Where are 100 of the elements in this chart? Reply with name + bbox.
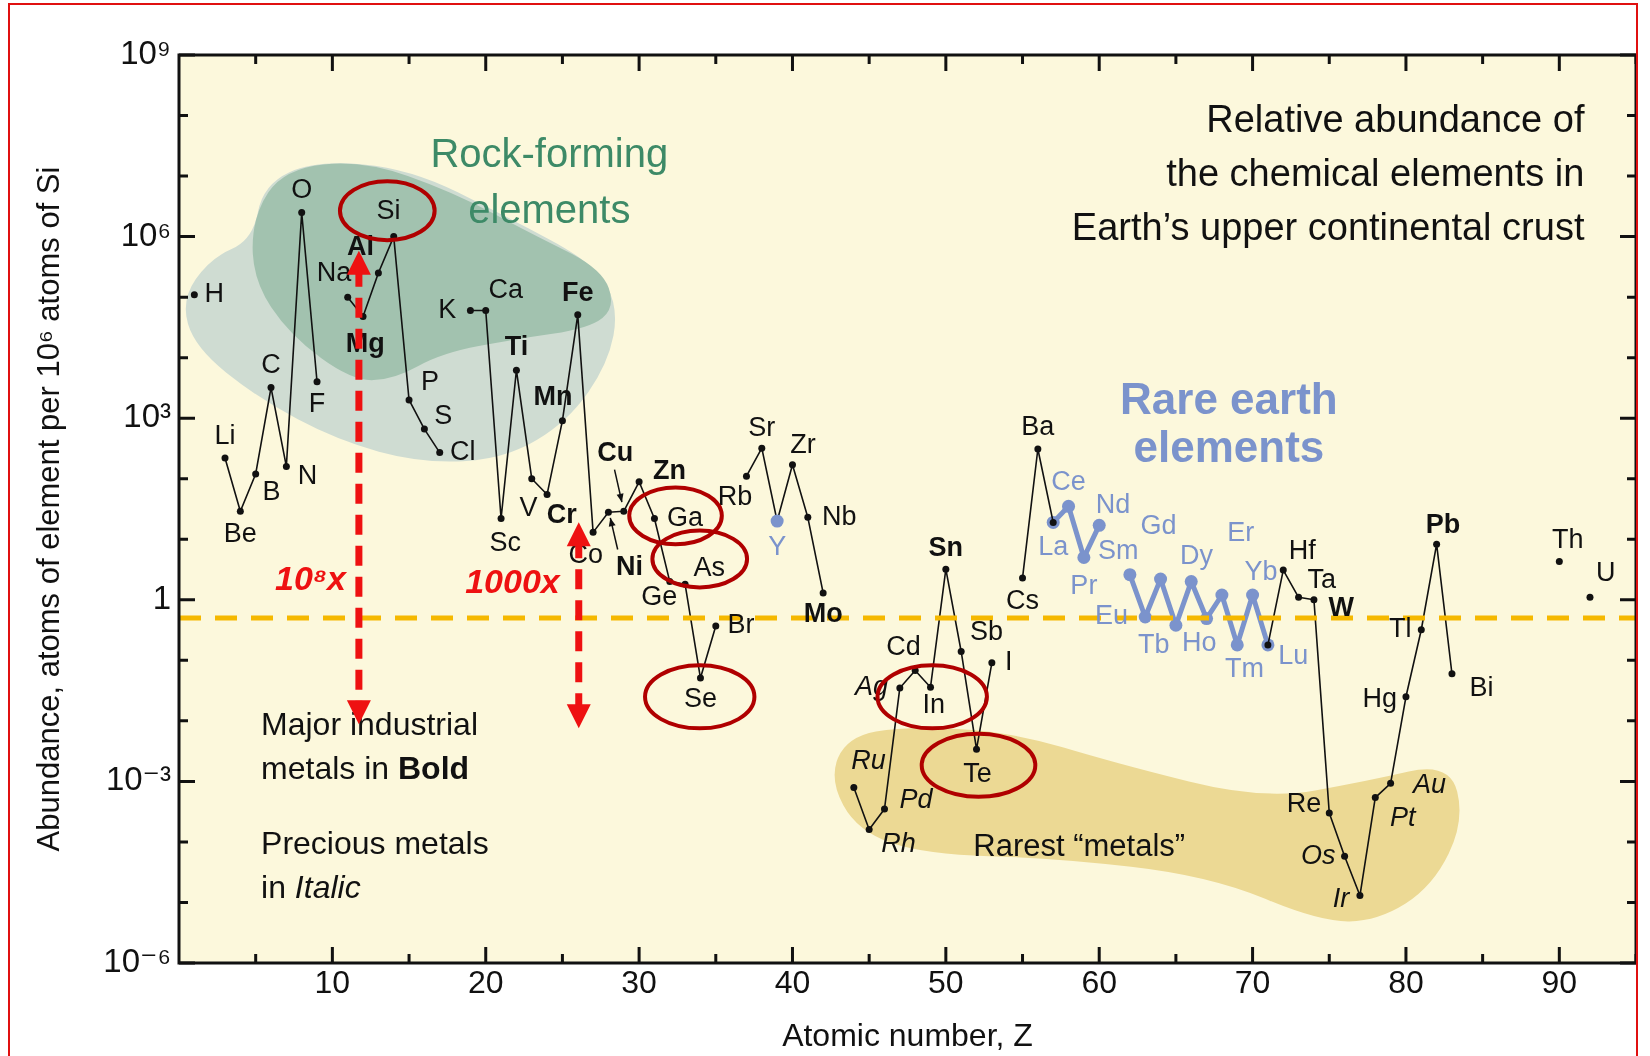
- annotation: Eu: [1095, 600, 1129, 631]
- annotation: Os: [1301, 839, 1336, 870]
- annotation: Dy: [1179, 539, 1214, 570]
- annotation: Na: [316, 257, 353, 288]
- annotation: Sr: [748, 411, 776, 442]
- point: [1184, 575, 1198, 589]
- annotation: Sn: [928, 531, 964, 562]
- point: [1215, 588, 1229, 602]
- annotation: Pb: [1425, 508, 1461, 539]
- point: [1246, 588, 1260, 602]
- annotation: Te: [963, 757, 992, 788]
- x-tick-label: 30: [621, 964, 657, 1001]
- annotation: Ni: [615, 551, 643, 582]
- annotation: F: [308, 388, 326, 419]
- x-axis-title: Atomic number, Z: [782, 1016, 1033, 1053]
- point: [1062, 499, 1076, 513]
- annotation: Sm: [1098, 534, 1139, 565]
- y-tick-label: 10⁻⁶: [103, 942, 171, 980]
- x-tick-label: 40: [774, 964, 811, 1001]
- x-tick-label: 80: [1388, 964, 1424, 1001]
- point: [1138, 610, 1152, 624]
- y-tick-label: 10⁻³: [105, 760, 171, 798]
- y-tick-label: 10⁹: [120, 34, 171, 72]
- annotation: Br: [727, 609, 755, 640]
- annotation: Cu: [597, 436, 634, 467]
- y-tick-label: 10⁶: [120, 215, 171, 253]
- annotation: Rb: [717, 480, 753, 511]
- annotation: Pd: [899, 784, 934, 815]
- annotation: Ir: [1332, 883, 1351, 914]
- annotation: Sb: [969, 616, 1003, 647]
- annotation: Rare earth elements: [1120, 374, 1338, 472]
- annotation: O: [291, 173, 313, 204]
- annotation: U: [1596, 556, 1616, 587]
- annotation: Tm: [1225, 652, 1265, 683]
- annotation: Bi: [1469, 671, 1494, 702]
- point: [1169, 618, 1183, 632]
- annotation: Ti: [504, 330, 529, 361]
- annotation: Li: [214, 420, 236, 451]
- y-tick-label: 10³: [123, 397, 171, 435]
- annotation: Rarest “metals”: [973, 827, 1186, 863]
- x-tick-label: 10: [314, 964, 351, 1001]
- annotation: N: [297, 460, 318, 491]
- annotation: S: [434, 399, 453, 430]
- annotation: V: [519, 491, 538, 522]
- text: Relative abundance of the chemical elements in Earth’s upper continental crust: [1071, 97, 1585, 248]
- x-tick-label: 50: [928, 964, 964, 1001]
- annotation: Ru: [851, 744, 886, 775]
- annotation: Ge: [641, 580, 678, 611]
- annotation: Se: [683, 682, 717, 713]
- annotation: Cl: [450, 436, 476, 467]
- annotation: Ta: [1307, 563, 1337, 594]
- annotation: Cd: [886, 630, 921, 661]
- annotation: Pr: [1070, 570, 1098, 601]
- annotation: Tb: [1138, 628, 1170, 659]
- y-axis-title: Abundance, atoms of element per 10⁶ atoms of Si: [31, 166, 67, 852]
- annotation: Ba: [1021, 411, 1056, 442]
- annotation: Hg: [1362, 683, 1397, 714]
- annotation: Lu: [1278, 639, 1309, 670]
- annotation: Fe: [562, 277, 594, 308]
- annotation: Cs: [1006, 584, 1040, 615]
- annotation: K: [438, 294, 457, 325]
- annotation: Rh: [881, 827, 916, 858]
- annotation: 1000x: [465, 561, 562, 600]
- annotation: Y: [768, 530, 787, 561]
- annotation: Ga: [666, 501, 704, 532]
- annotation: Er: [1227, 517, 1255, 548]
- annotation: Re: [1286, 788, 1322, 819]
- point: [1077, 550, 1091, 564]
- annotation: H: [204, 278, 225, 309]
- annotation: Rock-forming elements: [430, 131, 669, 232]
- annotation: Au: [1411, 768, 1447, 799]
- x-tick-label: 60: [1081, 964, 1118, 1001]
- annotation: Sc: [489, 527, 522, 558]
- point: [1092, 518, 1106, 532]
- y-tick-label: 1: [152, 578, 171, 616]
- x-tick-label: 90: [1541, 964, 1578, 1001]
- annotation: Gd: [1140, 509, 1177, 540]
- annotation: Cr: [546, 498, 578, 529]
- annotation: Si: [376, 194, 401, 225]
- x-tick-label: 20: [467, 964, 504, 1001]
- point: [1154, 572, 1168, 586]
- annotation: La: [1038, 531, 1070, 562]
- annotation: Zn: [653, 454, 687, 485]
- x-tick-label: 70: [1234, 964, 1271, 1001]
- annotation: In: [922, 688, 945, 719]
- point: [1123, 568, 1137, 582]
- annotation: Ca: [488, 274, 524, 305]
- annotation: Ce: [1051, 465, 1086, 496]
- annotation: Ho: [1181, 627, 1217, 658]
- annotation: Nb: [822, 500, 857, 531]
- annotation: Be: [223, 517, 257, 548]
- point: [1230, 638, 1244, 652]
- annotation: Major industrial metals in Bold: [261, 706, 479, 787]
- annotation: Yb: [1244, 556, 1278, 587]
- annotation: Tl: [1388, 613, 1412, 644]
- annotation: W: [1328, 591, 1355, 622]
- annotation: C: [261, 348, 281, 379]
- annotation: I: [1004, 646, 1013, 677]
- annotation: 10⁸x: [275, 559, 349, 598]
- annotation: Nd: [1095, 488, 1131, 519]
